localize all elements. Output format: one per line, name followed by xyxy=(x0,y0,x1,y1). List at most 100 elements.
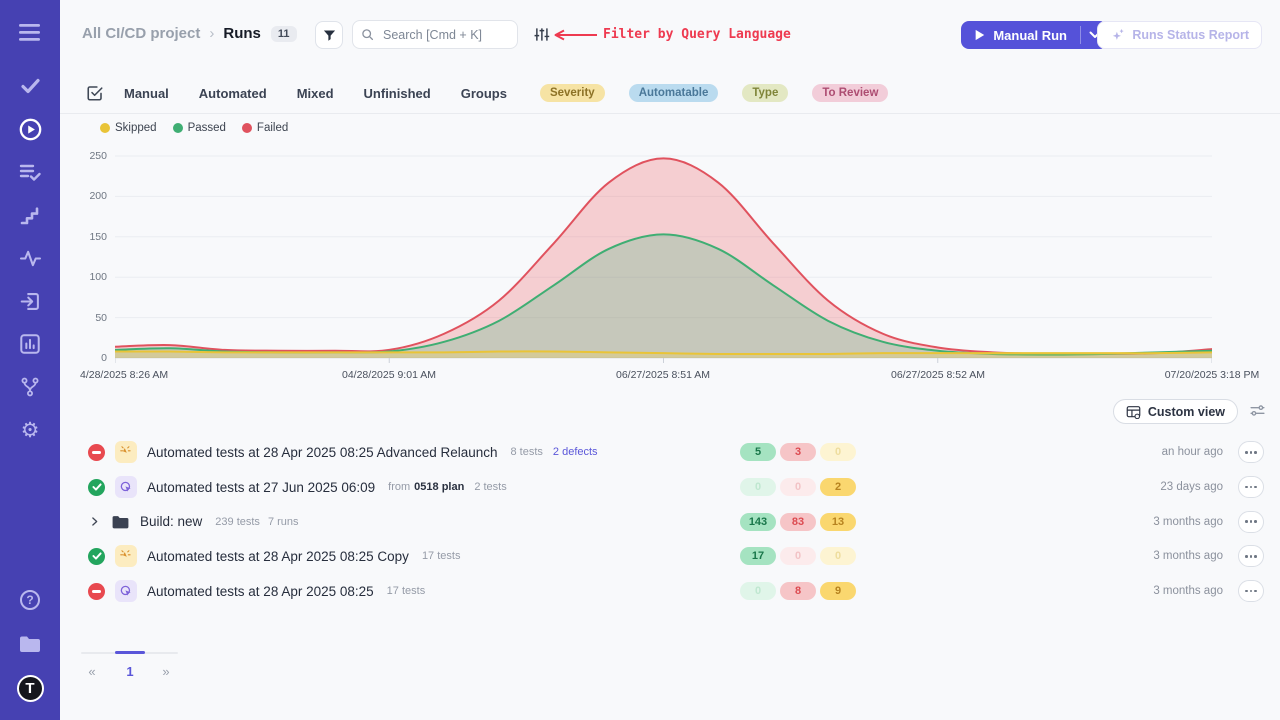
passed-count-pill: 5 xyxy=(740,443,776,462)
y-axis-label: 150 xyxy=(89,231,107,243)
run-title: Automated tests at 28 Apr 2025 08:25 Adv… xyxy=(147,444,498,460)
expand-group-button[interactable] xyxy=(88,515,101,528)
y-axis-label: 0 xyxy=(101,352,107,364)
sidebar-item-tests[interactable] xyxy=(12,68,48,104)
query-language-filter-button[interactable] xyxy=(533,26,550,46)
skipped-dot-icon xyxy=(100,123,110,133)
y-axis-label: 100 xyxy=(89,271,107,283)
sidebar-item-import[interactable] xyxy=(12,283,48,319)
x-axis-label: 07/20/2025 3:18 PM xyxy=(1164,369,1260,381)
tab-mixed[interactable]: Mixed xyxy=(296,85,334,101)
automated-run-badge-icon xyxy=(115,545,137,568)
run-row[interactable]: Automated tests at 27 Jun 2025 06:09 fro… xyxy=(60,470,1280,505)
run-row[interactable]: Automated tests at 28 Apr 2025 08:25 Cop… xyxy=(60,539,1280,574)
annotation-text: Filter by Query Language xyxy=(603,27,791,42)
sidebar: ⚙ ? T xyxy=(0,0,60,720)
annotation-arrow-icon xyxy=(554,29,597,41)
sidebar-item-milestones[interactable] xyxy=(12,197,48,233)
status-passed-icon xyxy=(88,547,105,565)
tag-type[interactable]: Type xyxy=(742,84,789,102)
sidebar-item-analytics[interactable] xyxy=(12,326,48,362)
runs-area-chart[interactable] xyxy=(115,150,1212,364)
group-tests-count: 239 tests xyxy=(215,515,260,528)
failed-count-pill: 83 xyxy=(780,512,816,531)
sidebar-item-runs[interactable] xyxy=(12,111,48,147)
custom-view-table-icon xyxy=(1126,405,1141,419)
pulse-activity-icon xyxy=(19,250,41,266)
runs-play-circle-icon xyxy=(19,118,41,140)
custom-view-button[interactable]: Custom view xyxy=(1112,399,1238,424)
tab-groups[interactable]: Groups xyxy=(460,85,507,101)
failed-count-pill: 0 xyxy=(780,478,816,497)
legend-item-failed[interactable]: Failed xyxy=(241,122,288,134)
search-input[interactable] xyxy=(352,20,518,49)
run-row[interactable]: Automated tests at 28 Apr 2025 08:25 17 … xyxy=(60,574,1280,609)
run-group-row[interactable]: Build: new 239 tests 7 runs 143 83 13 3 … xyxy=(60,504,1280,539)
menu-button[interactable] xyxy=(12,14,48,50)
chart-legend: Skipped Passed Failed xyxy=(100,122,288,134)
tag-severity[interactable]: Severity xyxy=(539,84,605,102)
row-more-button[interactable] xyxy=(1238,441,1264,464)
y-axis-label: 50 xyxy=(95,312,107,324)
run-row[interactable]: Automated tests at 28 Apr 2025 08:25 Adv… xyxy=(60,435,1280,470)
tab-automated[interactable]: Automated xyxy=(198,85,267,101)
run-tests-count: 17 tests xyxy=(421,550,461,563)
tab-unfinished[interactable]: Unfinished xyxy=(363,85,431,101)
import-icon xyxy=(20,292,39,310)
legend-item-skipped[interactable]: Skipped xyxy=(100,122,157,134)
runs-status-report-button[interactable]: Runs Status Report xyxy=(1097,21,1262,49)
run-timestamp: 3 months ago xyxy=(1153,585,1223,598)
run-tests-count: 2 tests xyxy=(474,481,507,494)
manual-run-button[interactable]: Manual Run xyxy=(961,21,1108,49)
breadcrumb-project[interactable]: All CI/CD project xyxy=(82,25,201,42)
breadcrumb-separator: › xyxy=(209,25,215,42)
sidebar-item-logo[interactable]: T xyxy=(12,670,48,706)
failed-count-pill: 8 xyxy=(780,582,816,601)
plans-list-check-icon xyxy=(19,164,41,181)
breadcrumb: All CI/CD project › Runs 11 xyxy=(82,25,297,42)
row-more-button[interactable] xyxy=(1238,545,1264,568)
failed-dot-icon xyxy=(241,123,252,133)
result-pills: 143 83 13 xyxy=(740,512,856,531)
pagination-prev-button[interactable]: « xyxy=(84,664,100,679)
runs-count-badge: 11 xyxy=(270,25,297,42)
filter-button[interactable] xyxy=(315,21,343,49)
run-type-tabs: Manual Automated Mixed Unfinished Groups xyxy=(124,86,507,101)
app-logo: T xyxy=(16,674,44,702)
analytics-bar-chart-icon xyxy=(20,334,40,354)
row-more-button[interactable] xyxy=(1238,510,1264,533)
legend-item-passed[interactable]: Passed xyxy=(172,122,226,134)
sidebar-item-pulse[interactable] xyxy=(12,240,48,276)
tests-check-icon xyxy=(20,78,40,94)
sidebar-item-docs[interactable] xyxy=(12,626,48,662)
tab-manual[interactable]: Manual xyxy=(124,85,169,101)
pagination-page-1[interactable]: 1 xyxy=(122,664,138,679)
sparkles-icon xyxy=(1113,28,1124,40)
select-runs-button[interactable] xyxy=(86,84,104,102)
run-defects-link[interactable]: 2 defects xyxy=(552,446,598,459)
run-tests-count: 8 tests xyxy=(510,446,543,459)
tag-to-review[interactable]: To Review xyxy=(812,84,889,102)
sliders-horizontal-icon xyxy=(1250,405,1265,416)
runs-status-report-label: Runs Status Report xyxy=(1132,28,1249,42)
tag-automatable[interactable]: Automatable xyxy=(628,84,719,102)
sidebar-item-settings[interactable]: ⚙ xyxy=(12,412,48,448)
skipped-count-pill: 0 xyxy=(820,443,856,462)
sidebar-item-branches[interactable] xyxy=(12,369,48,405)
section-divider xyxy=(60,113,1280,114)
run-plan-name: 0518 plan xyxy=(414,481,465,494)
sidebar-item-plans[interactable] xyxy=(12,154,48,190)
plan-run-badge-icon xyxy=(115,476,137,499)
pagination-next-button[interactable]: » xyxy=(158,664,174,679)
skipped-count-pill: 2 xyxy=(820,478,856,497)
row-more-button[interactable] xyxy=(1238,476,1264,499)
skipped-count-pill: 13 xyxy=(820,512,856,531)
list-settings-button[interactable] xyxy=(1249,402,1266,422)
sidebar-item-help[interactable]: ? xyxy=(12,582,48,618)
search-icon xyxy=(362,29,374,41)
run-timestamp: 3 months ago xyxy=(1153,550,1223,563)
chevron-right-icon xyxy=(92,517,98,526)
run-tests-count: 17 tests xyxy=(386,585,426,598)
row-more-button[interactable] xyxy=(1238,580,1264,603)
